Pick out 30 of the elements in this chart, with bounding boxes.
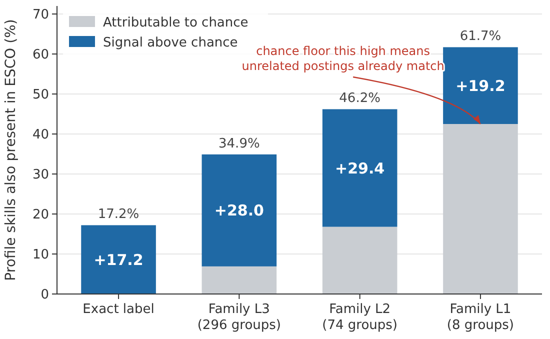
legend-label: Attributable to chance (103, 16, 248, 31)
y-tick-label: 10 (32, 248, 49, 263)
bar (202, 266, 277, 294)
x-tick-label: Family L1 (8 groups) (446, 302, 514, 333)
y-tick-label: 30 (32, 168, 49, 183)
x-tick-label: Exact label (82, 302, 154, 317)
y-tick-label: 60 (32, 48, 49, 63)
data-label: +17.2 (94, 250, 144, 269)
y-tick-label: 50 (32, 88, 49, 103)
y-tick-label: 20 (32, 208, 49, 223)
x-tick-label: Family L3 (296 groups) (197, 302, 281, 333)
bar (443, 124, 518, 294)
data-label: +19.2 (456, 76, 506, 95)
y-tick-label: 0 (40, 288, 49, 303)
x-tick-label: Family L2 (74 groups) (322, 302, 398, 333)
total-label: 61.7% (460, 29, 502, 44)
data-label: +29.4 (335, 159, 385, 178)
data-label: +28.0 (214, 202, 264, 220)
y-tick-label: 70 (32, 8, 49, 23)
bar (443, 47, 518, 124)
legend-label: Signal above chance (103, 36, 238, 51)
y-tick-label: 40 (32, 128, 49, 143)
y-axis-title: Profile skills also present in ESCO (%) (3, 19, 19, 281)
bar (322, 226, 398, 294)
bar (202, 154, 277, 266)
bar (81, 225, 156, 294)
bar (322, 109, 398, 227)
total-label: 46.2% (339, 91, 380, 106)
total-label: 17.2% (98, 207, 140, 222)
total-label: 34.9% (218, 136, 260, 152)
